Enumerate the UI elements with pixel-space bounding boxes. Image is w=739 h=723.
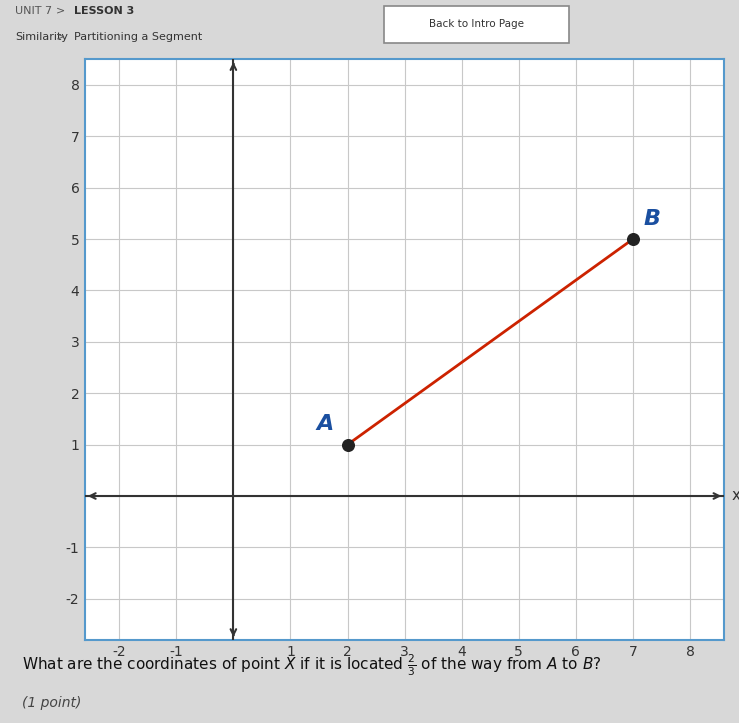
Text: Partitioning a Segment: Partitioning a Segment — [74, 32, 202, 42]
Text: A: A — [316, 414, 333, 435]
Text: x: x — [731, 489, 739, 503]
Text: What are the coordinates of point $X$ if it is located $\frac{2}{3}$ of the way : What are the coordinates of point $X$ if… — [22, 652, 602, 678]
Text: B: B — [643, 209, 660, 228]
Text: >: > — [55, 6, 65, 16]
FancyBboxPatch shape — [384, 6, 569, 43]
Text: Back to Intro Page: Back to Intro Page — [429, 19, 524, 29]
Text: Similarity: Similarity — [15, 32, 68, 42]
Point — [627, 234, 638, 245]
Text: >: > — [55, 32, 65, 42]
Text: UNIT 7: UNIT 7 — [15, 6, 52, 16]
Text: LESSON 3: LESSON 3 — [74, 6, 134, 16]
Text: (1 point): (1 point) — [22, 696, 81, 711]
Point — [341, 439, 353, 450]
